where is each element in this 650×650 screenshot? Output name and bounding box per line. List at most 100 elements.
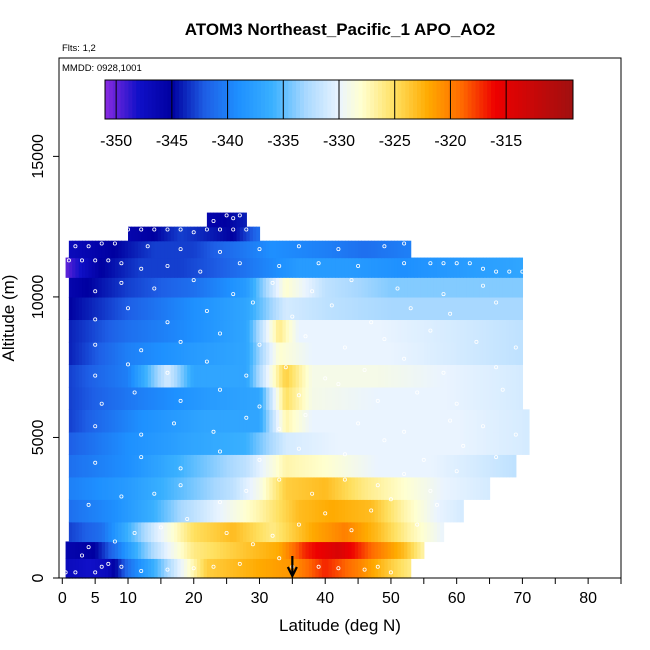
- heatmap-cell: [193, 341, 198, 365]
- heatmap-cell: [427, 431, 431, 455]
- heatmap-cell: [98, 277, 103, 298]
- heatmap-cell: [384, 257, 389, 278]
- sample-point: [323, 376, 328, 381]
- heatmap-cell: [246, 499, 251, 523]
- heatmap-cell: [256, 386, 261, 410]
- heatmap-cell: [105, 240, 109, 259]
- heatmap-cell: [275, 454, 280, 478]
- heatmap-cell: [325, 499, 330, 523]
- sample-point: [237, 213, 242, 218]
- heatmap-cell: [177, 521, 182, 543]
- sample-point: [224, 531, 229, 536]
- heatmap-cell: [371, 431, 376, 455]
- heatmap-cell: [111, 558, 116, 579]
- heatmap-cell: [397, 499, 402, 523]
- heatmap-cell: [364, 386, 369, 410]
- heatmap-cell: [170, 521, 175, 543]
- heatmap-cell: [282, 277, 287, 298]
- heatmap-cell: [315, 386, 320, 410]
- heatmap-cell: [453, 476, 458, 500]
- heatmap-cell: [105, 341, 109, 365]
- heatmap-cell: [512, 364, 517, 388]
- heatmap-cell: [223, 499, 228, 523]
- colorbar-segment: [175, 80, 180, 119]
- heatmap-cell: [154, 476, 159, 500]
- heatmap-cell: [177, 277, 182, 298]
- chart-title: ATOM3 Northeast_Pacific_1 APO_AO2: [185, 20, 496, 39]
- colorbar-segment: [436, 80, 441, 119]
- heatmap-cell: [170, 296, 175, 321]
- heatmap-cell: [144, 386, 149, 410]
- heatmap-cell: [410, 409, 415, 433]
- heatmap-cell: [128, 341, 132, 365]
- heatmap-cell: [292, 541, 297, 559]
- heatmap-cell: [515, 296, 520, 321]
- heatmap-cell: [275, 499, 280, 523]
- heatmap-cell: [262, 319, 267, 343]
- heatmap-cell: [325, 386, 330, 410]
- heatmap-cell: [252, 499, 257, 523]
- heatmap-cell: [404, 319, 408, 343]
- colorbar-segment: [120, 80, 125, 119]
- heatmap-cell: [295, 257, 300, 278]
- heatmap-cell: [318, 454, 323, 478]
- colorbar-segment: [569, 80, 574, 119]
- heatmap-cell: [410, 341, 415, 365]
- heatmap-cell: [285, 277, 290, 298]
- heatmap-cell: [249, 409, 254, 433]
- heatmap-cell: [482, 341, 487, 365]
- heatmap-cell: [128, 257, 132, 278]
- heatmap-cell: [121, 240, 126, 259]
- heatmap-cell: [509, 409, 514, 433]
- sample-point: [454, 401, 459, 406]
- sample-point: [191, 278, 196, 283]
- heatmap-cell: [128, 240, 132, 259]
- colorbar-segment: [553, 80, 558, 119]
- heatmap-cell: [440, 454, 445, 478]
- heatmap-cell: [167, 341, 172, 365]
- heatmap-cell: [154, 226, 159, 242]
- colorbar-segment: [534, 80, 539, 119]
- colorbar-segment: [479, 80, 484, 119]
- heatmap-cell: [88, 364, 93, 388]
- heatmap-cell: [206, 296, 211, 321]
- heatmap-cell: [193, 558, 198, 579]
- heatmap-cell: [98, 364, 103, 388]
- heatmap-cell: [111, 499, 116, 523]
- sample-point: [356, 421, 361, 426]
- heatmap-cell: [151, 226, 155, 242]
- heatmap-cell: [459, 409, 464, 433]
- heatmap-cell: [216, 341, 221, 365]
- heatmap-cell: [239, 277, 244, 298]
- heatmap-cell: [298, 277, 303, 298]
- colorbar-segment: [389, 80, 395, 119]
- heatmap-cell: [459, 319, 464, 343]
- heatmap-cell: [371, 521, 376, 543]
- heatmap-cell: [85, 454, 90, 478]
- heatmap-cell: [312, 409, 316, 433]
- heatmap-cell: [374, 558, 379, 579]
- heatmap-cell: [180, 454, 185, 478]
- heatmap-cell: [275, 341, 280, 365]
- heatmap-cell: [298, 431, 303, 455]
- heatmap-cell: [279, 431, 284, 455]
- heatmap-cell: [384, 277, 389, 298]
- heatmap-cell: [252, 226, 257, 242]
- heatmap-cell: [200, 277, 205, 298]
- heatmap-cell: [226, 409, 231, 433]
- heatmap-cell: [279, 409, 284, 433]
- heatmap-cell: [341, 257, 346, 278]
- heatmap-cell: [282, 521, 287, 543]
- heatmap-cell: [433, 386, 438, 410]
- colorbar-segment: [163, 80, 168, 119]
- heatmap-cell: [512, 386, 517, 410]
- heatmap-cell: [216, 521, 221, 543]
- heatmap-cell: [72, 454, 77, 478]
- heatmap-cell: [213, 521, 218, 543]
- heatmap-cell: [236, 541, 241, 559]
- sample-point: [303, 412, 308, 417]
- heatmap-cell: [239, 454, 244, 478]
- heatmap-cell: [305, 296, 310, 321]
- heatmap-cell: [390, 364, 395, 388]
- heatmap-cell: [88, 240, 93, 259]
